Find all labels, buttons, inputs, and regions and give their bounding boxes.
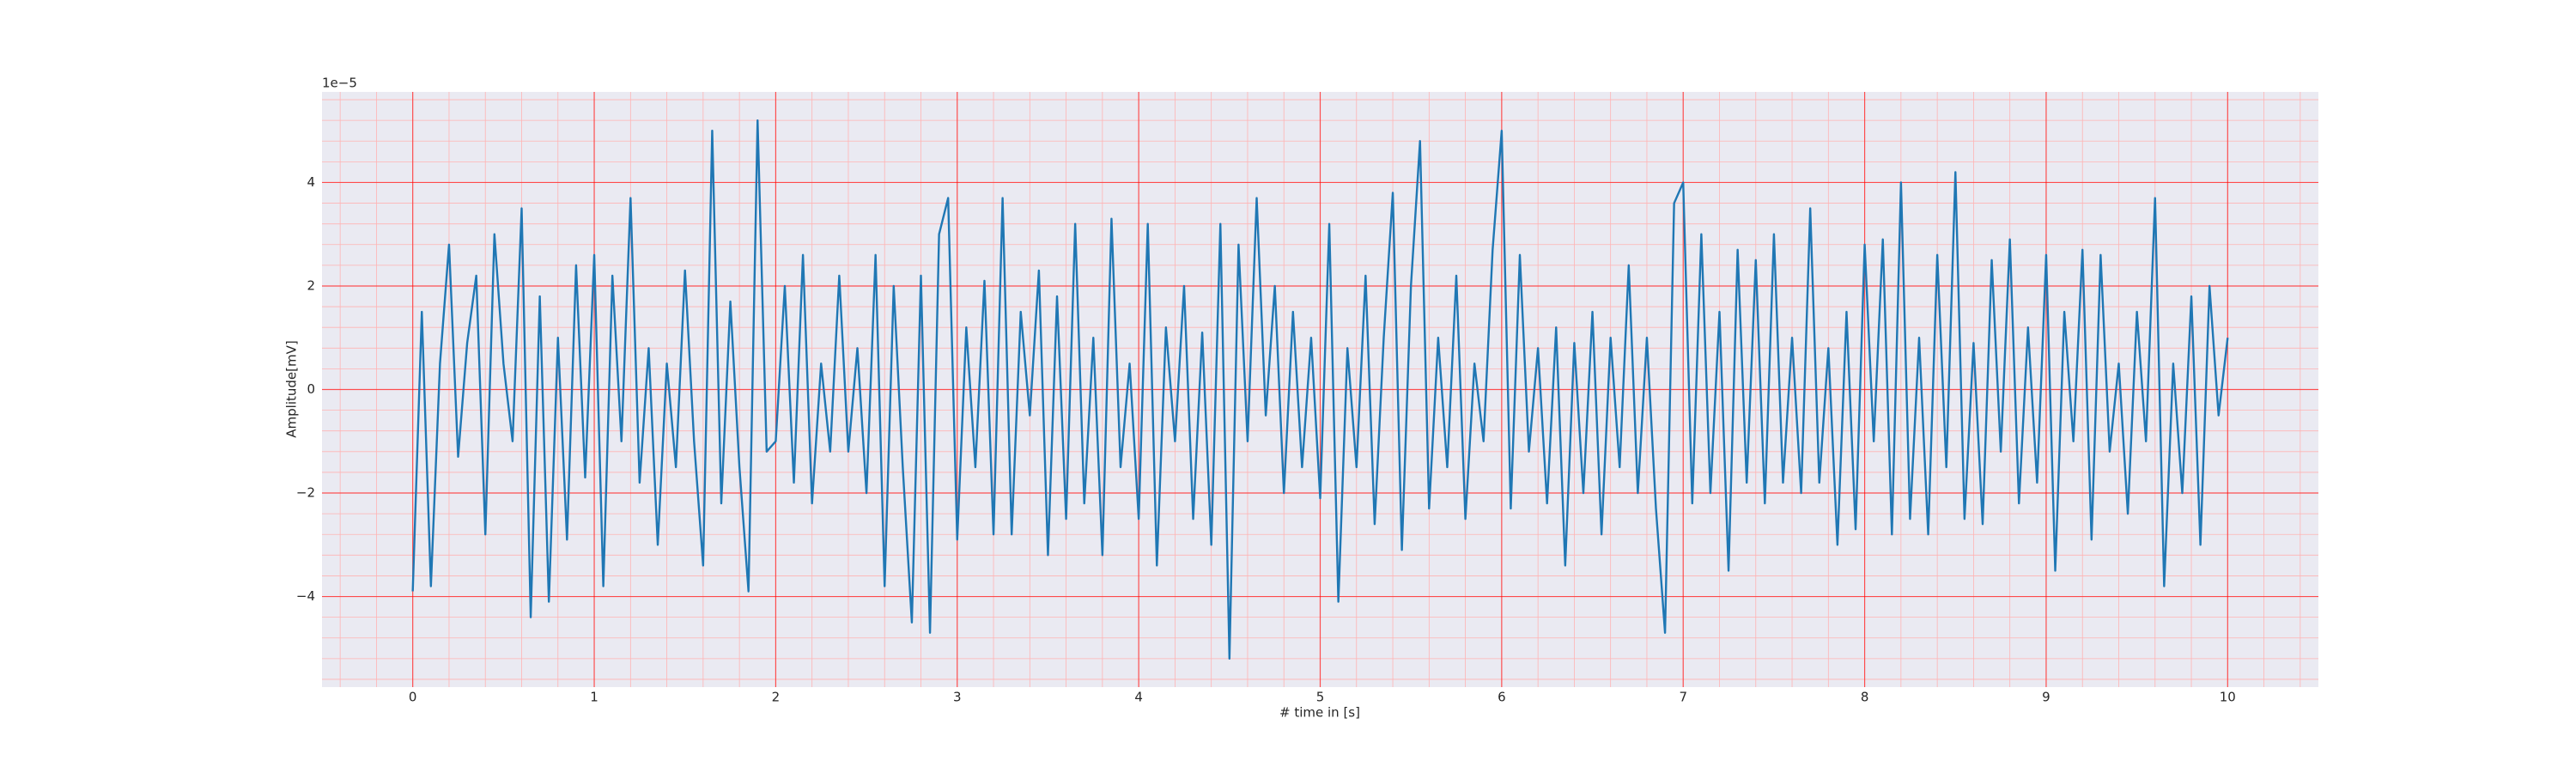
y-tick-label: 4 — [307, 174, 315, 190]
x-tick-label: 2 — [772, 690, 781, 705]
x-tick-label: 8 — [1861, 690, 1869, 705]
x-tick-label: 9 — [2042, 690, 2050, 705]
x-tick-label: 6 — [1498, 690, 1506, 705]
signal-line — [411, 119, 2229, 660]
plot-marks — [411, 119, 2229, 660]
x-axis-label: # time in [s] — [1279, 705, 1360, 721]
x-tick-label: 1 — [590, 690, 598, 705]
x-tick-label: 3 — [953, 690, 962, 705]
y-axis-label: Amplitude[mV] — [284, 340, 300, 437]
x-tick-label: 5 — [1316, 690, 1325, 705]
x-tick-label: 7 — [1679, 690, 1687, 705]
y-offset-label: 1e−5 — [322, 76, 357, 91]
x-tick-label: 0 — [409, 690, 417, 705]
y-tick-label: −4 — [296, 588, 315, 604]
y-tick-label: 0 — [307, 381, 315, 397]
x-tick-label: 10 — [2220, 690, 2236, 705]
y-tick-label: 2 — [307, 277, 315, 293]
x-tick-label: 4 — [1134, 690, 1143, 705]
y-tick-label: −2 — [296, 485, 315, 501]
